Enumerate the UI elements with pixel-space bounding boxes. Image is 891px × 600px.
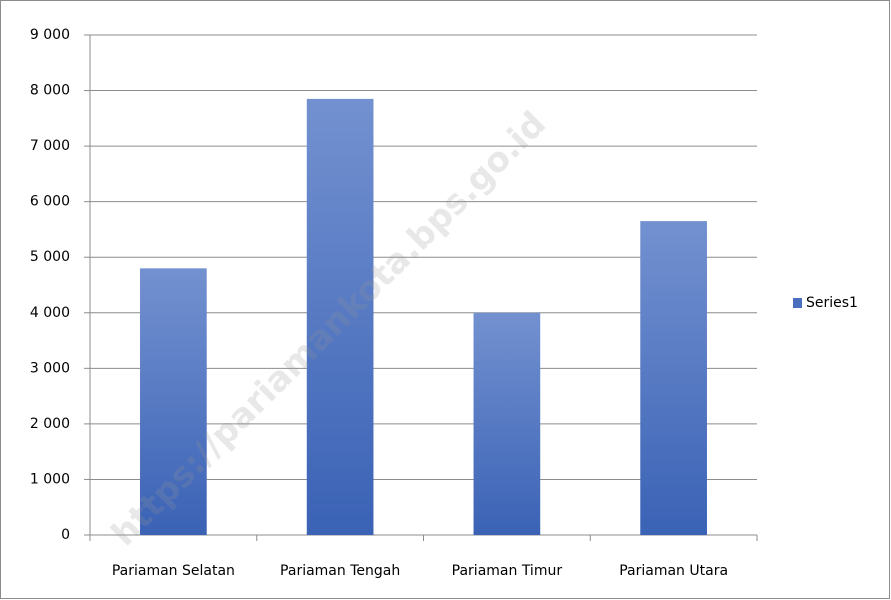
- bar: [306, 98, 374, 535]
- x-tick-label: Pariaman Utara: [619, 563, 728, 579]
- legend-swatch: [793, 298, 802, 308]
- x-tick-label: Pariaman Selatan: [112, 563, 235, 579]
- bar: [473, 312, 541, 535]
- x-tick-label: Pariaman Tengah: [280, 563, 400, 579]
- y-tick-label: 0: [61, 527, 70, 543]
- y-tick-label: 4 000: [30, 305, 70, 321]
- x-tick-label: Pariaman Timur: [452, 563, 563, 579]
- y-tick-label: 2 000: [30, 416, 70, 432]
- y-tick-label: 7 000: [30, 138, 70, 154]
- bar: [640, 221, 707, 535]
- bar: [140, 268, 207, 535]
- y-tick-label: 6 000: [30, 194, 70, 210]
- y-tick-label: 5 000: [30, 249, 70, 265]
- y-tick-label: 3 000: [30, 360, 70, 376]
- y-tick-label: 8 000: [30, 83, 70, 99]
- y-tick-label: 1 000: [30, 471, 70, 487]
- legend-label: Series1: [806, 295, 858, 311]
- y-tick-label: 9 000: [30, 27, 70, 43]
